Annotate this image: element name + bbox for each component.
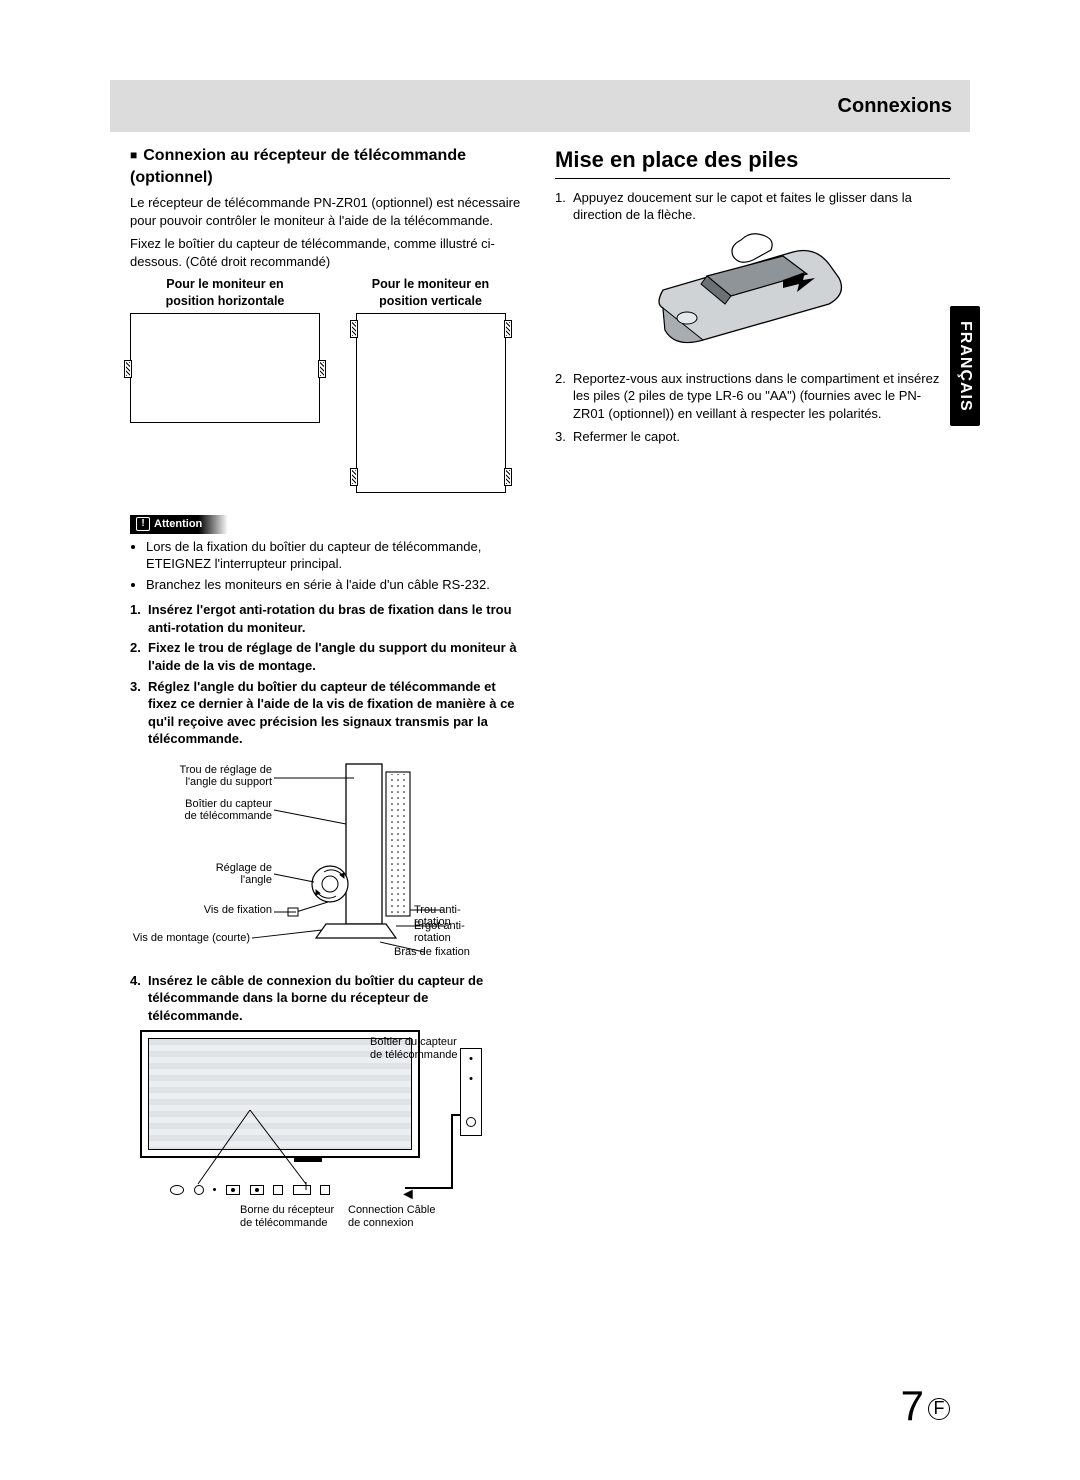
step-text: Réglez l'angle du boîtier du capteur de … [148, 678, 525, 748]
label: Connection Câble de connexion [348, 1204, 435, 1229]
sensor-icon [504, 320, 512, 338]
right-column: Mise en place des piles 1.Appuyez doucem… [555, 145, 950, 1420]
port-icon [293, 1185, 311, 1195]
attention-badge: Attention [130, 515, 228, 534]
content-columns: Connexion au récepteur de télécommande (… [130, 145, 950, 1420]
receiver-box-icon [460, 1048, 482, 1136]
sensor-icon [350, 320, 358, 338]
installation-steps-2: 4.Insérez le câble de connexion du boîti… [130, 972, 525, 1025]
caption-line: Pour le moniteur en [372, 277, 489, 291]
cable [405, 1187, 453, 1189]
cable [451, 1114, 453, 1189]
bracket-figure: Trou de réglage de l'angle du support Bo… [156, 754, 496, 964]
step: 3.Réglez l'angle du boîtier du capteur d… [130, 678, 525, 748]
page: Connexions FRANÇAIS Connexion au récepte… [0, 0, 1080, 1480]
sensor-icon [318, 360, 326, 378]
header-band: Connexions [110, 80, 970, 132]
step-text: Insérez le câble de connexion du boîtier… [148, 972, 525, 1025]
battery-steps-2: 2.Reportez-vous aux instructions dans le… [555, 370, 950, 446]
step: 1.Appuyez doucement sur le capot et fait… [555, 189, 950, 224]
page-number-digit: 7 [901, 1382, 924, 1429]
port-icon [194, 1185, 204, 1195]
port-icon [250, 1185, 264, 1195]
step-number: 3. [555, 428, 573, 446]
label: Boîtier du capteur de télécommande [154, 798, 272, 823]
sensor-icon [350, 468, 358, 486]
step-number: 2. [555, 370, 573, 423]
step: 3.Refermer le capot. [555, 428, 950, 446]
bullet: Lors de la fixation du boîtier du capteu… [146, 538, 525, 573]
remote-figure [633, 230, 873, 360]
fig-horizontal: Pour le moniteur en position horizontale [130, 276, 320, 493]
fig-vertical: Pour le moniteur en position verticale [336, 276, 525, 493]
orientation-figures: Pour le moniteur en position horizontale… [130, 276, 525, 493]
step-text: Appuyez doucement sur le capot et faites… [573, 189, 950, 224]
port-icon [320, 1185, 330, 1195]
step: 1.Insérez l'ergot anti-rotation du bras … [130, 601, 525, 636]
label-text: Boîtier du capteur de télécommande [185, 798, 272, 823]
step-text: Refermer le capot. [573, 428, 680, 446]
label: Réglage de l'angle [164, 862, 272, 887]
step-number: 2. [130, 639, 148, 674]
installation-steps: 1.Insérez l'ergot anti-rotation du bras … [130, 601, 525, 747]
battery-steps: 1.Appuyez doucement sur le capot et fait… [555, 189, 950, 224]
step-text: Fixez le trou de réglage de l'angle du s… [148, 639, 525, 674]
fig-caption-vertical: Pour le moniteur en position verticale [336, 276, 525, 309]
monitor-horizontal [130, 313, 320, 423]
language-tab: FRANÇAIS [950, 306, 980, 426]
label: Vis de montage (courte) [120, 932, 250, 945]
lens-icon [466, 1117, 476, 1127]
label-text: Réglage de l'angle [216, 862, 272, 887]
label: Ergot anti-rotation [414, 920, 496, 945]
label: Vis de fixation [164, 904, 272, 917]
port-icon [213, 1188, 216, 1191]
label: Boîtier du capteur de télécommande [370, 1036, 457, 1061]
caption-line: position horizontale [166, 294, 285, 308]
caption-line: position verticale [379, 294, 482, 308]
paragraph-2: Fixez le boîtier du capteur de télécomma… [130, 235, 525, 270]
sensor-icon [504, 468, 512, 486]
step: 4.Insérez le câble de connexion du boîti… [130, 972, 525, 1025]
attention-bullets: Lors de la fixation du boîtier du capteu… [146, 538, 525, 594]
port-icon [273, 1185, 283, 1195]
label: Borne du récepteur de télécommande [240, 1204, 334, 1229]
monitor-vertical [356, 313, 506, 493]
header-title: Connexions [838, 95, 952, 118]
page-number: 7F [901, 1382, 950, 1430]
step: 2.Reportez-vous aux instructions dans le… [555, 370, 950, 423]
page-letter: F [928, 1398, 950, 1420]
port-icon [226, 1185, 240, 1195]
hole-icon [470, 1057, 473, 1060]
remote-svg [633, 230, 873, 360]
label: Bras de fixation [394, 946, 470, 959]
left-column: Connexion au récepteur de télécommande (… [130, 145, 525, 1420]
step-number: 3. [130, 678, 148, 748]
section-title-left: Connexion au récepteur de télécommande (… [130, 145, 525, 188]
step-number: 1. [555, 189, 573, 224]
port-icon [170, 1185, 184, 1195]
fig-caption-horizontal: Pour le moniteur en position horizontale [130, 276, 320, 309]
hole-icon [470, 1077, 473, 1080]
step-text: Reportez-vous aux instructions dans le c… [573, 370, 950, 423]
label-text: Trou de réglage de l'angle du support [179, 764, 272, 789]
caption-line: Pour le moniteur en [166, 277, 283, 291]
ports-row [170, 1180, 390, 1198]
label: Trou de réglage de l'angle du support [154, 764, 272, 789]
step-text: Insérez l'ergot anti-rotation du bras de… [148, 601, 525, 636]
section-title-right: Mise en place des piles [555, 145, 950, 175]
paragraph-1: Le récepteur de télécommande PN-ZR01 (op… [130, 194, 525, 229]
step: 2.Fixez le trou de réglage de l'angle du… [130, 639, 525, 674]
connection-figure: ◄ Boîtier du capteur de télécommande [130, 1030, 500, 1230]
step-number: 4. [130, 972, 148, 1025]
bullet: Branchez les moniteurs en série à l'aide… [146, 576, 525, 594]
step-number: 1. [130, 601, 148, 636]
sensor-icon [124, 360, 132, 378]
rule [555, 178, 950, 179]
stand-icon [294, 1158, 322, 1162]
